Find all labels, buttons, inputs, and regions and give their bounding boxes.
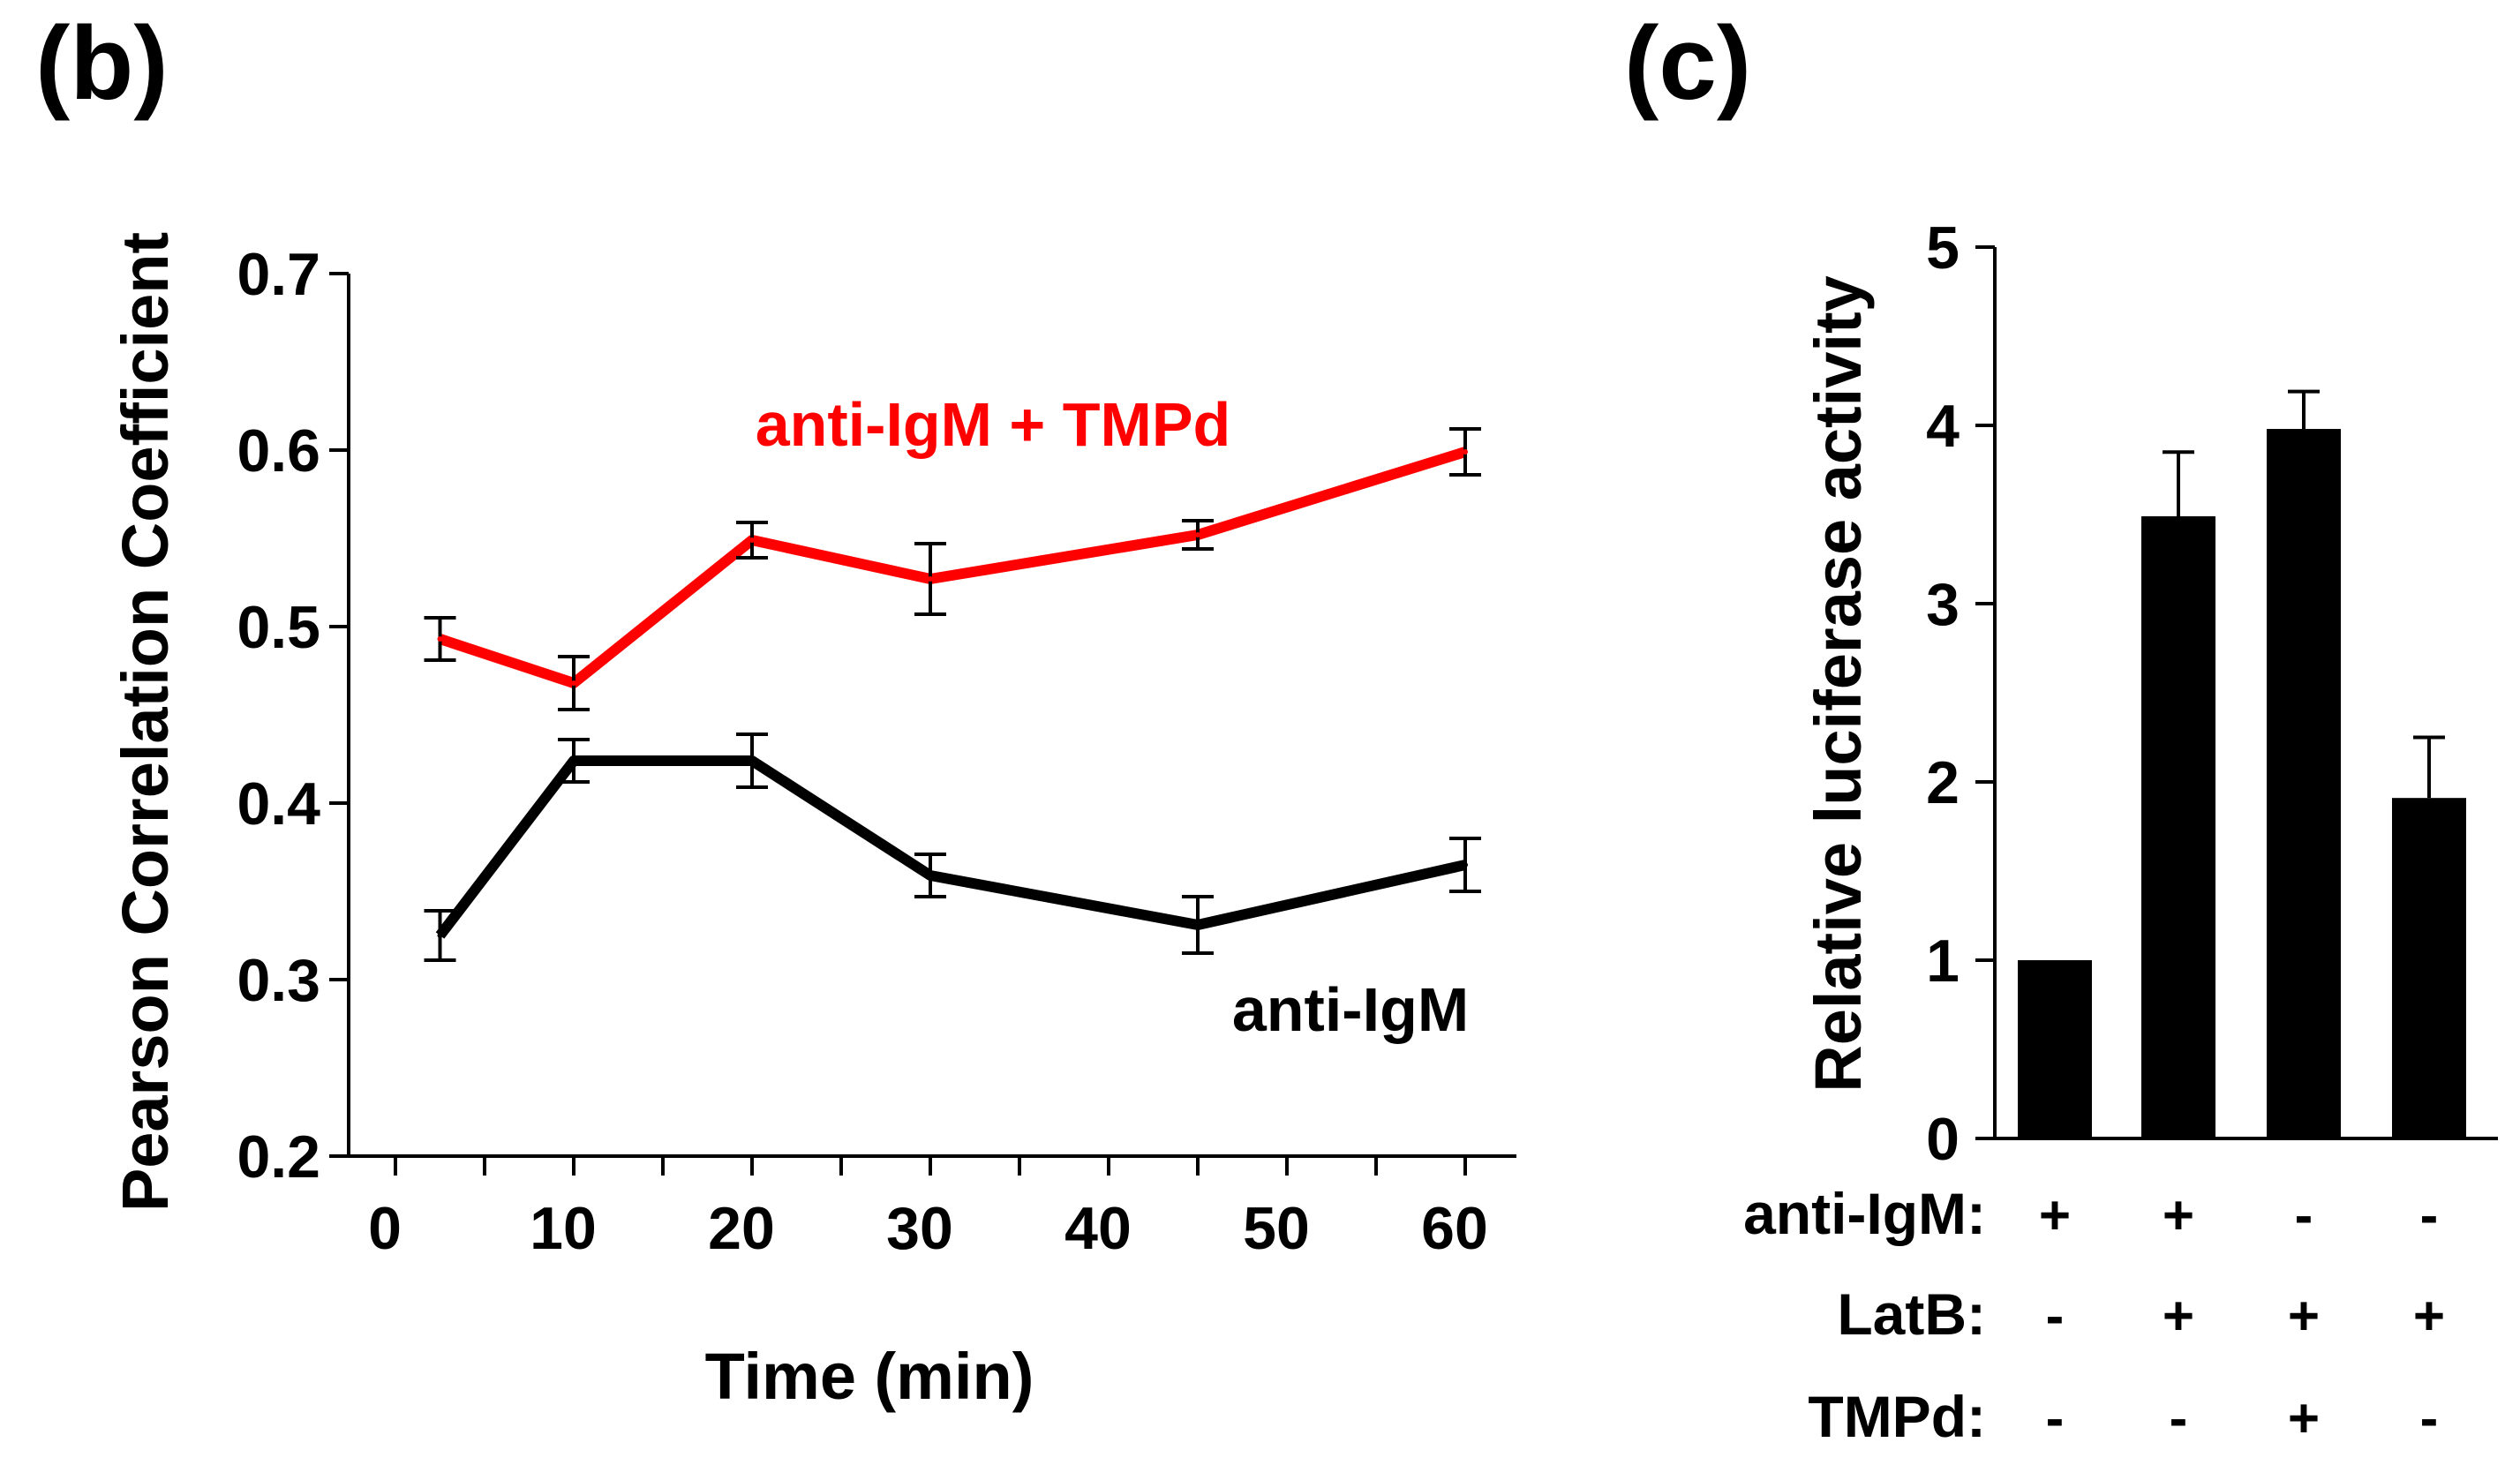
data-point [928, 576, 933, 582]
condition-sign: - [2420, 1185, 2439, 1246]
data-point [1463, 862, 1468, 868]
data-point [437, 933, 443, 938]
y-axis-title: Pearson Correlation Coefficient [109, 232, 182, 1212]
condition-label: anti-IgM: [1743, 1181, 1986, 1246]
bar-chart-y-ticks: 0 1 2 3 4 5 [1926, 214, 1995, 1173]
condition-table: anti-IgM: + + - -LatB: - + + +TMPd: - - + - [1743, 1181, 2445, 1449]
data-point [749, 537, 755, 543]
bar-y-tick-label: 0 [1926, 1106, 1960, 1173]
x-tick-label: 40 [1064, 1195, 1132, 1262]
series-label-anti-igm: anti-IgM [1232, 975, 1469, 1044]
bar [2267, 429, 2341, 1138]
bar-y-axis-title: Relative luciferase activity [1802, 275, 1875, 1093]
x-tick-label: 20 [708, 1195, 775, 1262]
series-line [438, 447, 1467, 688]
line-chart-panel: (b) 0.2 0.3 0.4 0.5 0.6 0.7 0 10 20 30 40 50 60 Tim… [35, 5, 1516, 1413]
y-tick-label: 0.5 [237, 594, 320, 661]
condition-sign: - [2046, 1286, 2065, 1347]
condition-label: TMPd: [1808, 1384, 1986, 1449]
x-axis-title: Time (min) [705, 1340, 1034, 1413]
condition-sign: + [2039, 1185, 2071, 1246]
data-point [749, 758, 755, 763]
series-line [435, 755, 1467, 939]
condition-sign: + [2288, 1286, 2320, 1347]
line-series-group [424, 427, 1481, 962]
data-point [437, 636, 443, 642]
data-point [571, 758, 576, 763]
series-label-tmpd: anti-IgM + TMPd [756, 390, 1231, 459]
y-tick-label: 0.2 [237, 1123, 320, 1191]
y-tick-label: 0.3 [237, 947, 320, 1014]
bar-group [2018, 389, 2466, 1138]
line-chart-x-ticks: 0 10 20 30 40 50 60 [368, 1156, 1488, 1262]
condition-sign: - [2420, 1388, 2439, 1449]
line-chart-y-ticks: 0.2 0.3 0.4 0.5 0.6 0.7 [237, 241, 349, 1191]
condition-sign: + [2288, 1388, 2320, 1449]
y-tick-label: 0.4 [237, 770, 320, 838]
y-tick-label: 0.7 [237, 241, 320, 308]
bar [2392, 798, 2466, 1138]
panel-label-b: (b) [35, 5, 169, 122]
bar-y-tick-label: 2 [1926, 749, 1960, 816]
bar-y-tick-label: 1 [1926, 928, 1960, 995]
bar-y-tick-label: 5 [1926, 214, 1960, 282]
data-point [1195, 922, 1200, 928]
x-tick-label: 0 [368, 1195, 402, 1262]
condition-sign: + [2163, 1286, 2194, 1347]
series-anti-igm-tmpd [424, 427, 1481, 711]
y-tick-label: 0.6 [237, 417, 320, 485]
panel-label-c: (c) [1624, 5, 1751, 122]
bar-y-tick-label: 4 [1926, 393, 1960, 460]
condition-sign: + [2413, 1286, 2445, 1347]
line-chart-axes [347, 274, 1516, 1158]
condition-sign: + [2163, 1185, 2194, 1246]
x-tick-label: 30 [886, 1195, 953, 1262]
bar [2141, 516, 2215, 1138]
data-point [928, 873, 933, 878]
condition-sign: - [2046, 1388, 2065, 1449]
data-point [571, 680, 576, 686]
x-tick-label: 60 [1421, 1195, 1488, 1262]
series-anti-igm [424, 732, 1481, 962]
data-point [1463, 449, 1468, 455]
bar [2018, 960, 2092, 1138]
bar-y-tick-label: 3 [1926, 571, 1960, 638]
x-tick-label: 50 [1243, 1195, 1310, 1262]
condition-sign: - [2170, 1388, 2188, 1449]
data-point [1195, 532, 1200, 537]
condition-sign: - [2295, 1185, 2313, 1246]
condition-label: LatB: [1837, 1281, 1986, 1347]
x-tick-label: 10 [530, 1195, 597, 1262]
